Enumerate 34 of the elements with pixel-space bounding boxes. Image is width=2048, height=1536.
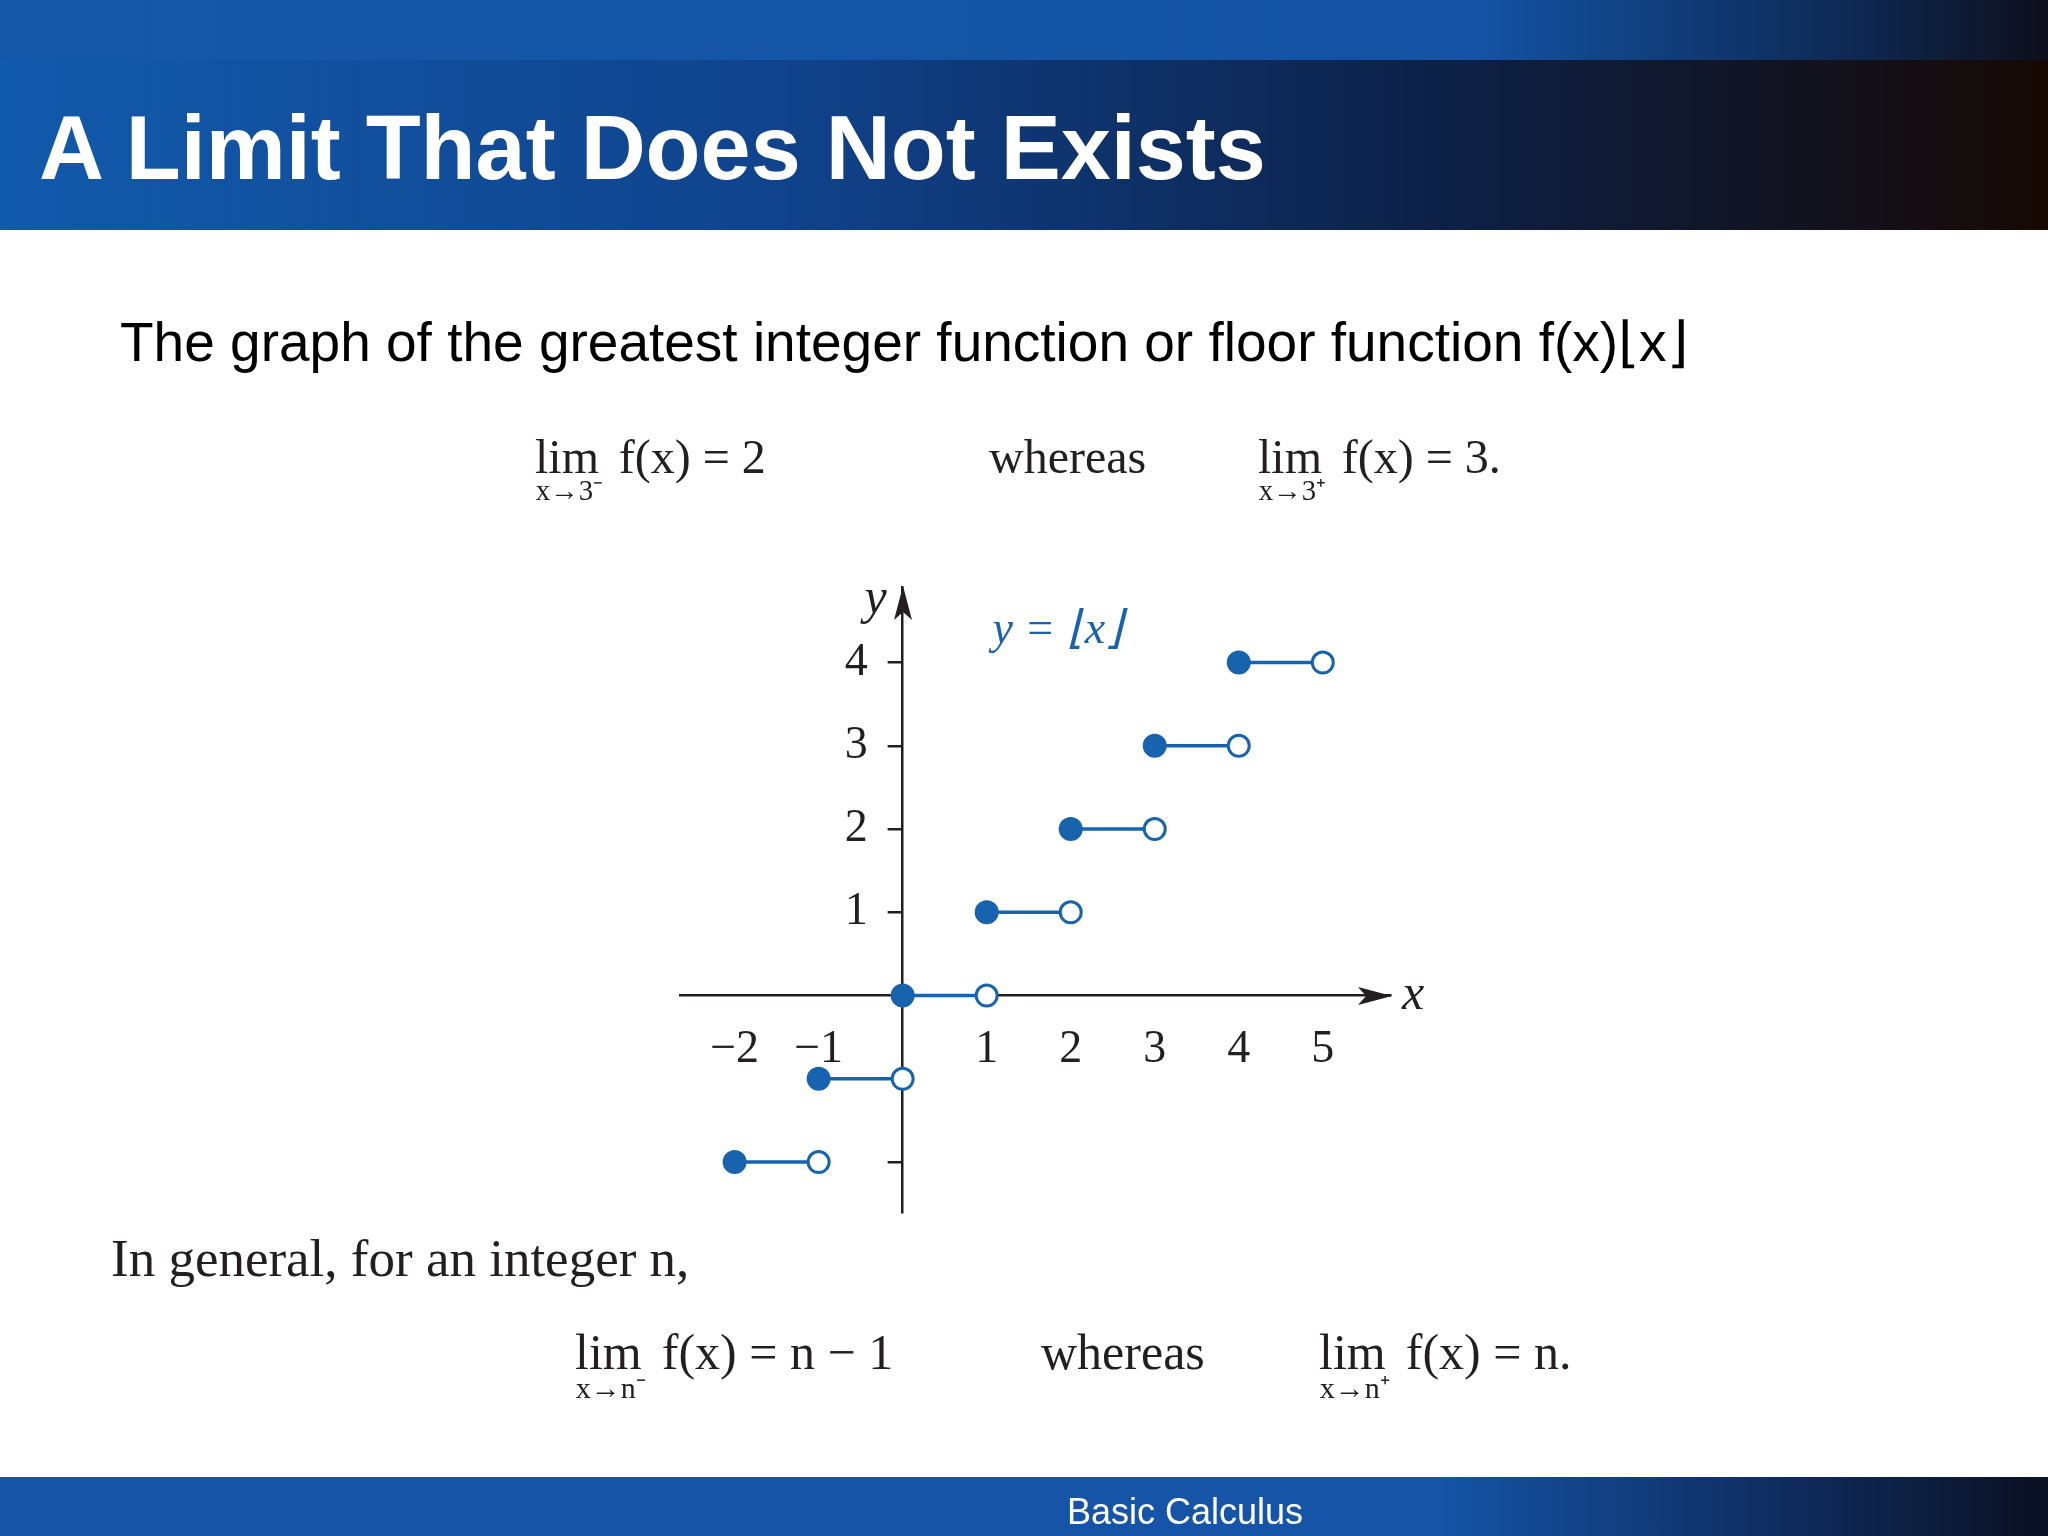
chart-title: A Limit That Does Not Exists [39, 98, 1266, 198]
x-tick-label: 1 [975, 1021, 999, 1073]
y-axis-title: y [859, 567, 888, 624]
x-tick-label: 4 [1227, 1021, 1251, 1073]
x-tick-label: −1 [794, 1021, 844, 1073]
x-axis-title: x [1401, 963, 1425, 1020]
point [974, 900, 999, 925]
point [806, 1066, 831, 1091]
point [1142, 733, 1167, 758]
point [1142, 817, 1167, 842]
point [890, 1066, 915, 1091]
text: y = ⌊x⌋ [988, 602, 1129, 654]
x-tick-label: 2 [1059, 1021, 1083, 1073]
point [890, 983, 915, 1008]
y-tick-label: 1 [844, 883, 868, 935]
x-tick-label: −2 [710, 1021, 760, 1073]
point [1058, 817, 1083, 842]
point [974, 983, 999, 1008]
text: Basic Calculus [1067, 1491, 1304, 1533]
y-tick-label: 4 [844, 633, 868, 685]
text: whereas [989, 429, 1147, 483]
x-tick-label: 3 [1143, 1021, 1167, 1073]
text: In general, for an integer n, [111, 1228, 690, 1287]
point [1310, 650, 1335, 675]
point [1226, 733, 1251, 758]
chart-subtitle: The graph of the greatest integer function or floor function f(x)⌊x⌋ [120, 311, 1688, 373]
y-tick-label: 3 [844, 716, 868, 768]
point [1226, 650, 1251, 675]
point [806, 1150, 831, 1175]
text: whereas [1041, 1324, 1205, 1381]
x-tick-label: 5 [1311, 1021, 1335, 1073]
y-tick-label: 2 [844, 800, 868, 852]
point [1058, 900, 1083, 925]
point [722, 1150, 747, 1175]
